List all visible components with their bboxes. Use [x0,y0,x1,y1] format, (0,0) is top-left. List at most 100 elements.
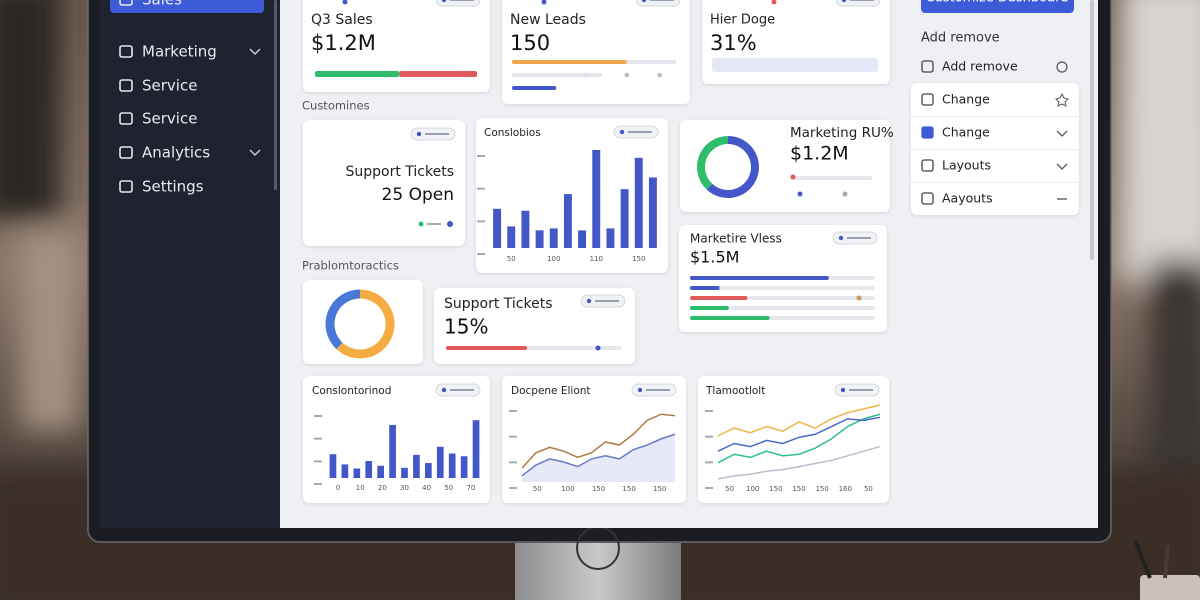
x-tick-label: 20 [378,484,387,492]
pill-text [450,0,474,1]
row-action[interactable] [1055,92,1069,107]
row-action[interactable] [1056,163,1068,170]
progress-bar [690,296,748,300]
monitor-stand [515,543,681,600]
pill-text [646,389,670,391]
bar [436,446,444,478]
row-action[interactable] [1056,61,1068,73]
line [717,404,881,437]
legend-dot [447,221,453,227]
chart-title: Tlamootlolt [705,385,765,397]
line [521,433,676,477]
bar [353,468,361,478]
bar [634,157,643,248]
x-tick-label: 10 [356,484,365,492]
row-icon [921,126,934,139]
pill-text [450,389,474,391]
progress-bar [446,346,527,350]
bar-dot [657,72,662,78]
nav-item[interactable]: Service [142,77,197,95]
nav-item[interactable]: Settings [142,178,204,196]
status-dot [342,0,348,5]
kpi-value: 150 [510,31,550,55]
progress-bar [690,306,729,310]
bar [493,208,502,248]
x-tick-label: 50 [864,485,873,493]
nav-item[interactable]: Marketing [142,43,217,61]
line [521,413,676,469]
panel-item[interactable]: Add remove [942,59,1018,74]
bar [521,210,530,248]
bar [448,453,456,478]
bar [460,456,468,478]
nav-icon [119,180,133,193]
chart-title: Conslobios [484,127,541,139]
row-action[interactable] [1056,130,1068,137]
card-pill [835,0,881,7]
bar [425,463,432,478]
bar [549,228,558,248]
pill-icon [619,129,625,135]
panel-item[interactable]: Aayouts [942,191,993,206]
bar-track [690,286,875,290]
row-icon [921,159,934,172]
pill-icon [441,387,447,393]
label: $1.5M [690,248,739,267]
customize-button[interactable] [921,0,1074,13]
kpi-card [502,0,690,104]
pill-text [850,0,874,1]
nav-item[interactable]: Sales [142,0,182,9]
label: Marketire Vless [690,232,782,246]
x-tick-label: 150 [769,485,782,493]
donut-segment [336,289,395,359]
progress-bar [690,286,720,290]
nav-icon [119,146,133,159]
label: $1.2M [790,143,849,165]
x-tick-label: 150 [815,485,828,493]
bar [535,230,544,248]
x-tick-label: 50 [533,485,542,493]
bar [413,454,420,478]
bar [578,230,587,248]
pill-icon [840,387,846,393]
progress-bar [690,276,829,280]
bar [329,454,337,478]
card-pill [635,0,681,7]
status-dot [771,0,777,5]
pill-icon [641,0,647,3]
axis-stub [705,435,713,438]
kpi-value: 31% [710,31,757,55]
pill-icon [838,235,844,241]
progress-bar [315,71,400,77]
bar [592,150,601,248]
label: Marketing RU% [790,125,894,141]
bar [389,424,396,478]
nav-item[interactable]: Analytics [142,144,210,162]
nav-chevron [249,48,261,56]
pill-icon [441,0,447,3]
donut-segment [697,136,729,190]
donut-segment [706,136,759,198]
line [717,413,881,464]
label: Support Tickets [345,164,454,180]
bar [365,461,373,478]
nav-active[interactable] [110,0,264,13]
kpi-title: Hier Doge [710,13,775,28]
button-label[interactable]: Customize Dashboard [926,0,1069,6]
label: 25 Open [382,185,454,205]
nav-item[interactable]: Service [142,110,197,128]
axis-stub [477,253,485,255]
x-tick-label: 30 [400,484,409,492]
x-tick-label: 150 [622,485,635,493]
x-tick-label: 50 [507,255,516,263]
x-tick-label: 100 [547,255,560,263]
row-icon [921,93,934,106]
panel-item[interactable]: Layouts [942,158,991,173]
axis-stub [509,410,517,412]
legend-dot [797,191,803,197]
legend-text [427,223,441,225]
panel-item[interactable]: Change [942,92,990,107]
panel-item[interactable]: Change [942,125,990,140]
placeholder-bar [712,58,878,72]
